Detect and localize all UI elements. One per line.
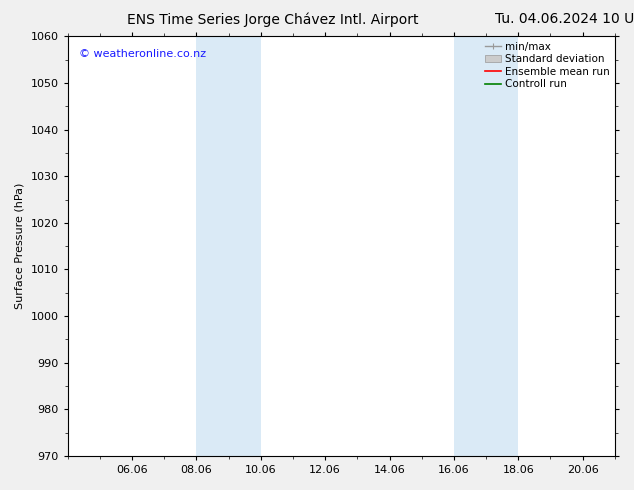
Text: © weatheronline.co.nz: © weatheronline.co.nz bbox=[79, 49, 206, 59]
Bar bbox=[197, 36, 261, 456]
Text: ENS Time Series Jorge Chávez Intl. Airport: ENS Time Series Jorge Chávez Intl. Airpo… bbox=[127, 12, 418, 27]
Legend: min/max, Standard deviation, Ensemble mean run, Controll run: min/max, Standard deviation, Ensemble me… bbox=[483, 39, 612, 92]
Text: Tu. 04.06.2024 10 UTC: Tu. 04.06.2024 10 UTC bbox=[495, 12, 634, 26]
Bar bbox=[454, 36, 518, 456]
Y-axis label: Surface Pressure (hPa): Surface Pressure (hPa) bbox=[15, 183, 25, 309]
